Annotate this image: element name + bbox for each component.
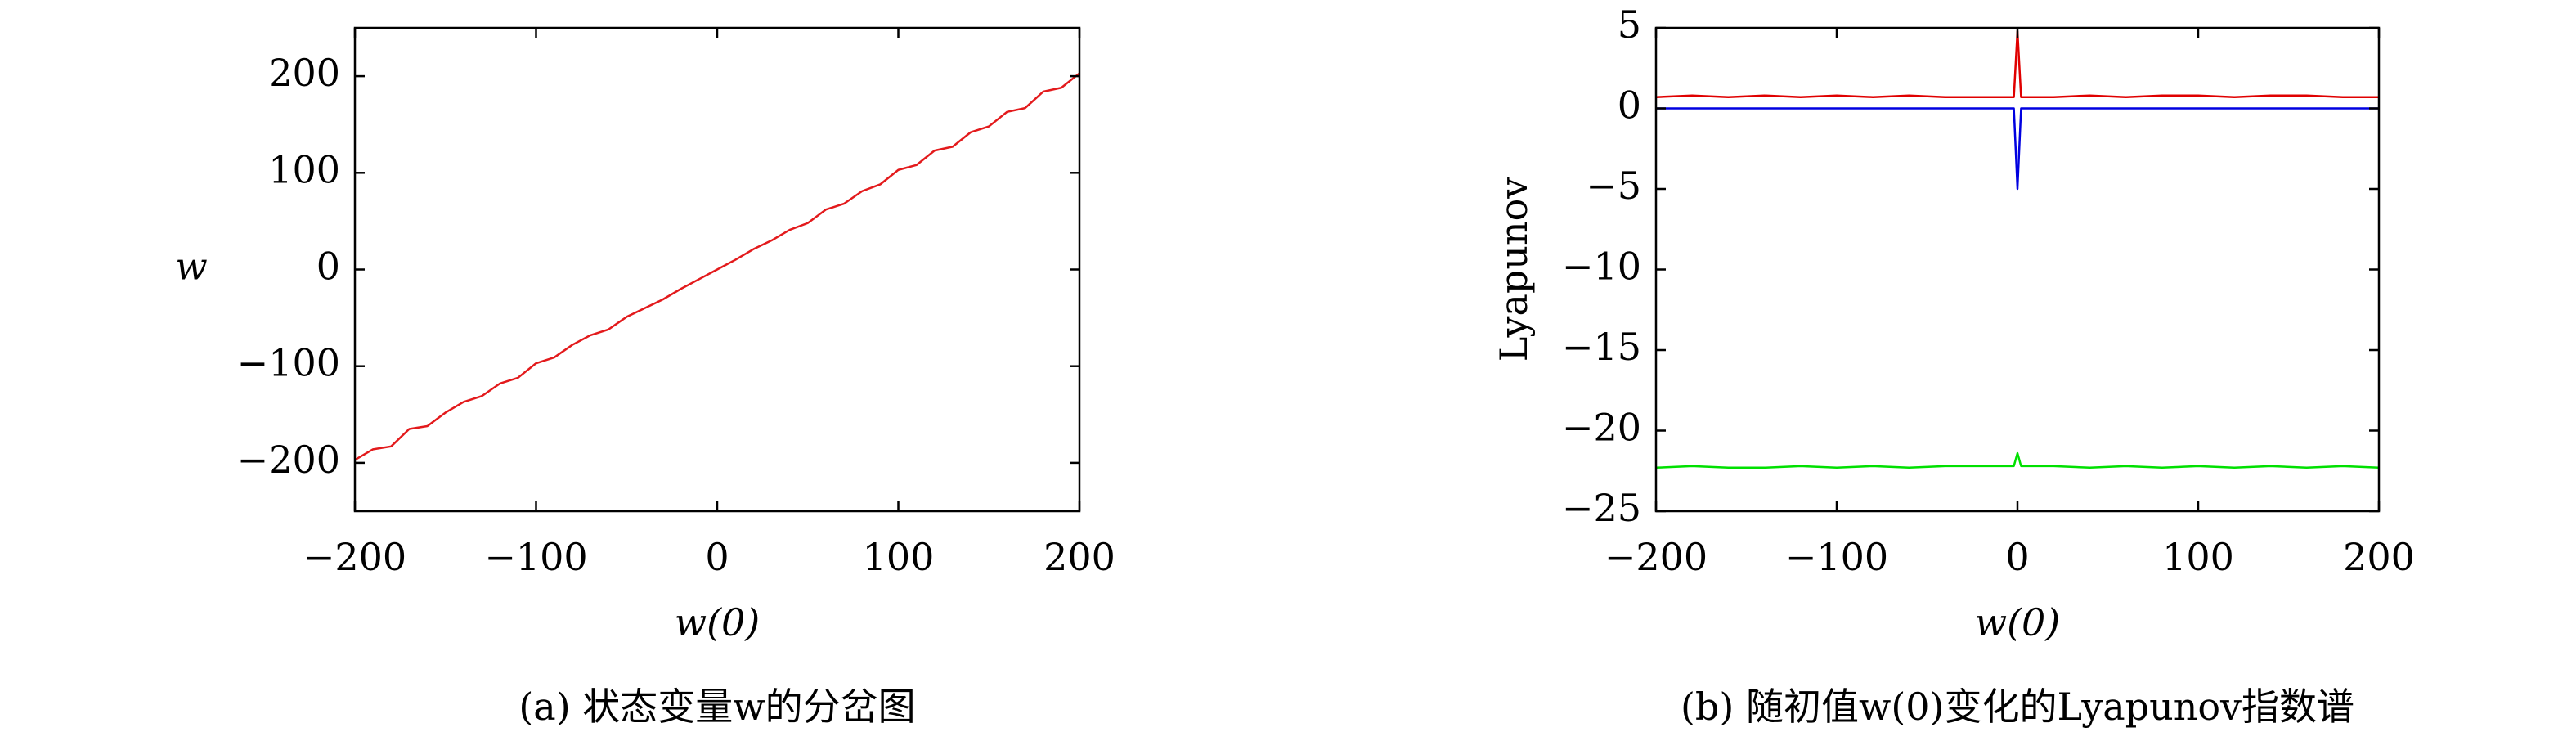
x-tick-label: −100 (1785, 535, 1888, 579)
y-tick-label: −200 (237, 438, 340, 482)
plot-frame (1654, 26, 2381, 513)
x-tick-label: −100 (484, 535, 587, 579)
data-line (1656, 107, 2379, 191)
y-tick-label: −20 (1562, 406, 1641, 450)
y-axis-label: w (175, 245, 207, 289)
y-tick-label: 0 (316, 245, 340, 289)
y-tick-label: −5 (1586, 164, 1641, 208)
y-axis-label: Lyapunov (1492, 177, 1536, 362)
y-tick-label: −15 (1562, 325, 1641, 369)
caption: (b) 随初值w(0)变化的Lyapunov指数谱 (1681, 685, 2354, 729)
x-tick-label: 0 (2005, 535, 2029, 579)
x-axis-label: w(0) (675, 600, 761, 644)
x-tick-label: −200 (303, 535, 406, 579)
data-line (354, 72, 1080, 461)
caption: (a) 状态变量w的分岔图 (518, 685, 915, 729)
y-tick-label: 0 (1618, 83, 1641, 128)
y-tick-label: 200 (268, 51, 340, 95)
x-tick-label: 100 (863, 535, 935, 579)
data-line (1655, 451, 2380, 469)
y-tick-label: 100 (268, 147, 340, 191)
y-tick-label: −25 (1562, 486, 1641, 530)
data-line (1655, 29, 2379, 98)
x-axis-label: w(0) (1975, 600, 2061, 644)
x-tick-label: 100 (2162, 535, 2234, 579)
y-tick-label: 5 (1618, 2, 1641, 47)
x-tick-label: 0 (705, 535, 729, 579)
x-tick-label: 200 (2343, 535, 2415, 579)
y-tick-label: −10 (1562, 245, 1641, 289)
x-tick-label: −200 (1604, 535, 1708, 579)
x-tick-label: 200 (1043, 535, 1115, 579)
y-tick-label: −100 (237, 341, 340, 385)
